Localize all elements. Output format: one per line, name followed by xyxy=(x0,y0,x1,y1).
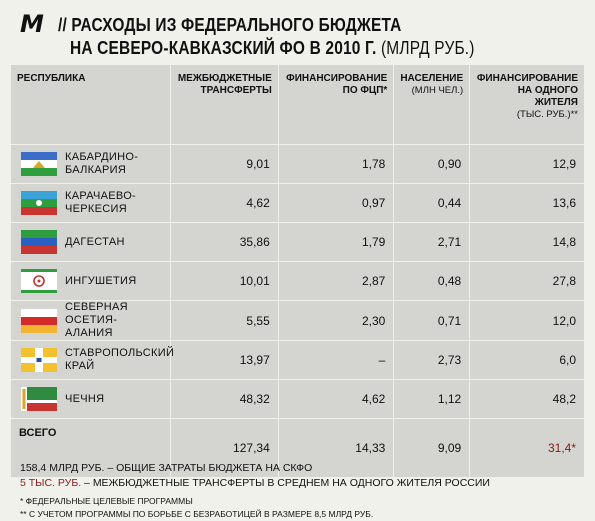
per-capita-value: 12,9 xyxy=(469,144,585,184)
header-per-capita-label: ФИНАНСИРОВАНИЕ НА ОДНОГО ЖИТЕЛЯ xyxy=(476,73,578,108)
table-row: ЧЕЧНЯ 48,32 4,62 1,12 48,2 xyxy=(9,379,585,419)
per-capita-value: 12,0 xyxy=(469,300,585,341)
page-title-line2: НА СЕВЕРО-КАВКАЗСКИЙ ФО В 2010 Г. (МЛРД … xyxy=(70,38,475,59)
table-row: КАБАРДИНО-БАЛКАРИЯ 9,01 1,78 0,90 12,9 xyxy=(9,144,585,184)
population-value: 0,48 xyxy=(393,261,471,301)
population-value: 0,90 xyxy=(393,144,471,184)
header-transfers: МЕЖБЮДЖЕТНЫЕ ТРАНСФЕРТЫ xyxy=(170,64,279,145)
karachay-cherkessia-flag-icon xyxy=(21,191,57,215)
header-population: НАСЕЛЕНИЕ (МЛН ЧЕЛ.) xyxy=(393,64,471,145)
population-value: 0,44 xyxy=(393,183,471,223)
table-row: ИНГУШЕТИЯ 10,01 2,87 0,48 27,8 xyxy=(9,261,585,301)
table-row: СЕВЕРНАЯ ОСЕТИЯ-АЛАНИЯ 5,55 2,30 0,71 12… xyxy=(9,300,585,341)
title-text-2: НА СЕВЕРО-КАВКАЗСКИЙ ФО В 2010 Г. xyxy=(70,38,377,58)
total-per-capita: 31,4* xyxy=(469,418,585,478)
notes: 158,4 МЛРД РУБ. – ОБЩИЕ ЗАТРАТЫ БЮДЖЕТА … xyxy=(20,461,585,521)
per-capita-value: 27,8 xyxy=(469,261,585,301)
region-cell: КАБАРДИНО-БАЛКАРИЯ xyxy=(9,144,172,184)
note-highlight: 5 ТЫС. РУБ. xyxy=(20,477,82,489)
region-cell: ИНГУШЕТИЯ xyxy=(9,261,172,301)
population-value: 1,12 xyxy=(393,379,471,419)
transfers-value: 10,01 xyxy=(170,261,279,301)
fcp-value: 1,79 xyxy=(277,222,395,262)
region-cell: КАРАЧАЕВО-ЧЕРКЕСИЯ xyxy=(9,183,172,223)
fcp-value: 0,97 xyxy=(277,183,395,223)
fcp-value: 2,30 xyxy=(277,300,395,341)
fcp-value: 1,78 xyxy=(277,144,395,184)
region-cell: ЧЕЧНЯ xyxy=(9,379,172,419)
population-value: 0,71 xyxy=(393,300,471,341)
region-name: СЕВЕРНАЯ ОСЕТИЯ-АЛАНИЯ xyxy=(65,301,128,339)
header-per-capita-unit: (ТЫС. РУБ.)** xyxy=(516,109,578,120)
fcp-value: – xyxy=(277,340,395,380)
per-capita-value: 48,2 xyxy=(469,379,585,419)
region-name: ДАГЕСТАН xyxy=(65,235,125,248)
region-cell: СТАВРОПОЛЬСКИЙ КРАЙ xyxy=(9,340,175,380)
footnote-unemployment: ** С УЧЕТОМ ПРОГРАММЫ ПО БОРЬБЕ С БЕЗРАБ… xyxy=(20,509,374,519)
table-header-row: РЕСПУБЛИКА МЕЖБЮДЖЕТНЫЕ ТРАНСФЕРТЫ ФИНАН… xyxy=(9,64,585,145)
fcp-value: 2,87 xyxy=(277,261,395,301)
total-label: ВСЕГО xyxy=(9,418,172,478)
total-population: 9,09 xyxy=(393,418,471,478)
kabardino-balkaria-flag-icon xyxy=(21,152,57,176)
per-capita-value: 6,0 xyxy=(469,340,585,380)
footnote-fcp: * ФЕДЕРАЛЬНЫЕ ЦЕЛЕВЫЕ ПРОГРАММЫ xyxy=(20,496,193,506)
note-avg-text: – МЕЖБЮДЖЕТНЫЕ ТРАНСФЕРТЫ В СРЕДНЕМ НА О… xyxy=(81,477,490,489)
per-capita-value: 13,6 xyxy=(469,183,585,223)
fcp-value: 4,62 xyxy=(277,379,395,419)
region-name: СТАВРОПОЛЬСКИЙ КРАЙ xyxy=(65,347,175,372)
header-population-unit: (МЛН ЧЕЛ.) xyxy=(411,85,464,96)
total-fcp: 14,33 xyxy=(277,418,395,478)
note-avg-transfers: 5 ТЫС. РУБ. – МЕЖБЮДЖЕТНЫЕ ТРАНСФЕРТЫ В … xyxy=(20,476,585,491)
title-text-1: РАСХОДЫ ИЗ ФЕДЕРАЛЬНОГО БЮДЖЕТА xyxy=(71,15,402,35)
region-name: ИНГУШЕТИЯ xyxy=(65,274,137,287)
transfers-value: 5,55 xyxy=(170,300,279,341)
per-capita-value: 14,8 xyxy=(469,222,585,262)
header-region: РЕСПУБЛИКА xyxy=(9,64,172,145)
population-value: 2,73 xyxy=(393,340,471,380)
region-name: КАРАЧАЕВО-ЧЕРКЕСИЯ xyxy=(65,190,137,215)
table-row: СТАВРОПОЛЬСКИЙ КРАЙ 13,97 – 2,73 6,0 xyxy=(9,340,585,380)
region-cell: ДАГЕСТАН xyxy=(9,222,172,262)
header-per-capita: ФИНАНСИРОВАНИЕ НА ОДНОГО ЖИТЕЛЯ (ТЫС. РУ… xyxy=(469,64,585,145)
title-prefix: // xyxy=(58,15,67,35)
population-value: 2,71 xyxy=(393,222,471,262)
header-population-label: НАСЕЛЕНИЕ xyxy=(400,73,464,84)
table-row: КАРАЧАЕВО-ЧЕРКЕСИЯ 4,62 0,97 0,44 13,6 xyxy=(9,183,585,223)
note-total-spending: 158,4 МЛРД РУБ. – ОБЩИЕ ЗАТРАТЫ БЮДЖЕТА … xyxy=(20,462,313,474)
dagestan-flag-icon xyxy=(21,230,57,254)
region-name: ЧЕЧНЯ xyxy=(65,392,105,405)
page-title-line1: // РАСХОДЫ ИЗ ФЕДЕРАЛЬНОГО БЮДЖЕТА xyxy=(58,15,402,36)
chechnya-flag-icon xyxy=(21,387,57,411)
transfers-value: 48,32 xyxy=(170,379,279,419)
north-ossetia-flag-icon xyxy=(21,308,57,333)
total-row: ВСЕГО 127,34 14,33 9,09 31,4* xyxy=(9,418,585,478)
stavropol-flag-icon xyxy=(21,348,57,372)
transfers-value: 13,97 xyxy=(170,340,279,380)
title-unit: (МЛРД РУБ.) xyxy=(380,38,475,58)
logo: M xyxy=(20,10,44,38)
transfers-value: 35,86 xyxy=(170,222,279,262)
header-fcp: ФИНАНСИРОВАНИЕ ПО ФЦП* xyxy=(277,64,395,145)
region-cell: СЕВЕРНАЯ ОСЕТИЯ-АЛАНИЯ xyxy=(9,300,172,341)
region-name: КАБАРДИНО-БАЛКАРИЯ xyxy=(65,151,139,176)
ingushetia-flag-icon xyxy=(21,269,57,293)
table-row: ДАГЕСТАН 35,86 1,79 2,71 14,8 xyxy=(9,222,585,262)
budget-table: РЕСПУБЛИКА МЕЖБЮДЖЕТНЫЕ ТРАНСФЕРТЫ ФИНАН… xyxy=(9,64,585,478)
transfers-value: 4,62 xyxy=(170,183,279,223)
total-transfers: 127,34 xyxy=(170,418,279,478)
transfers-value: 9,01 xyxy=(170,144,279,184)
